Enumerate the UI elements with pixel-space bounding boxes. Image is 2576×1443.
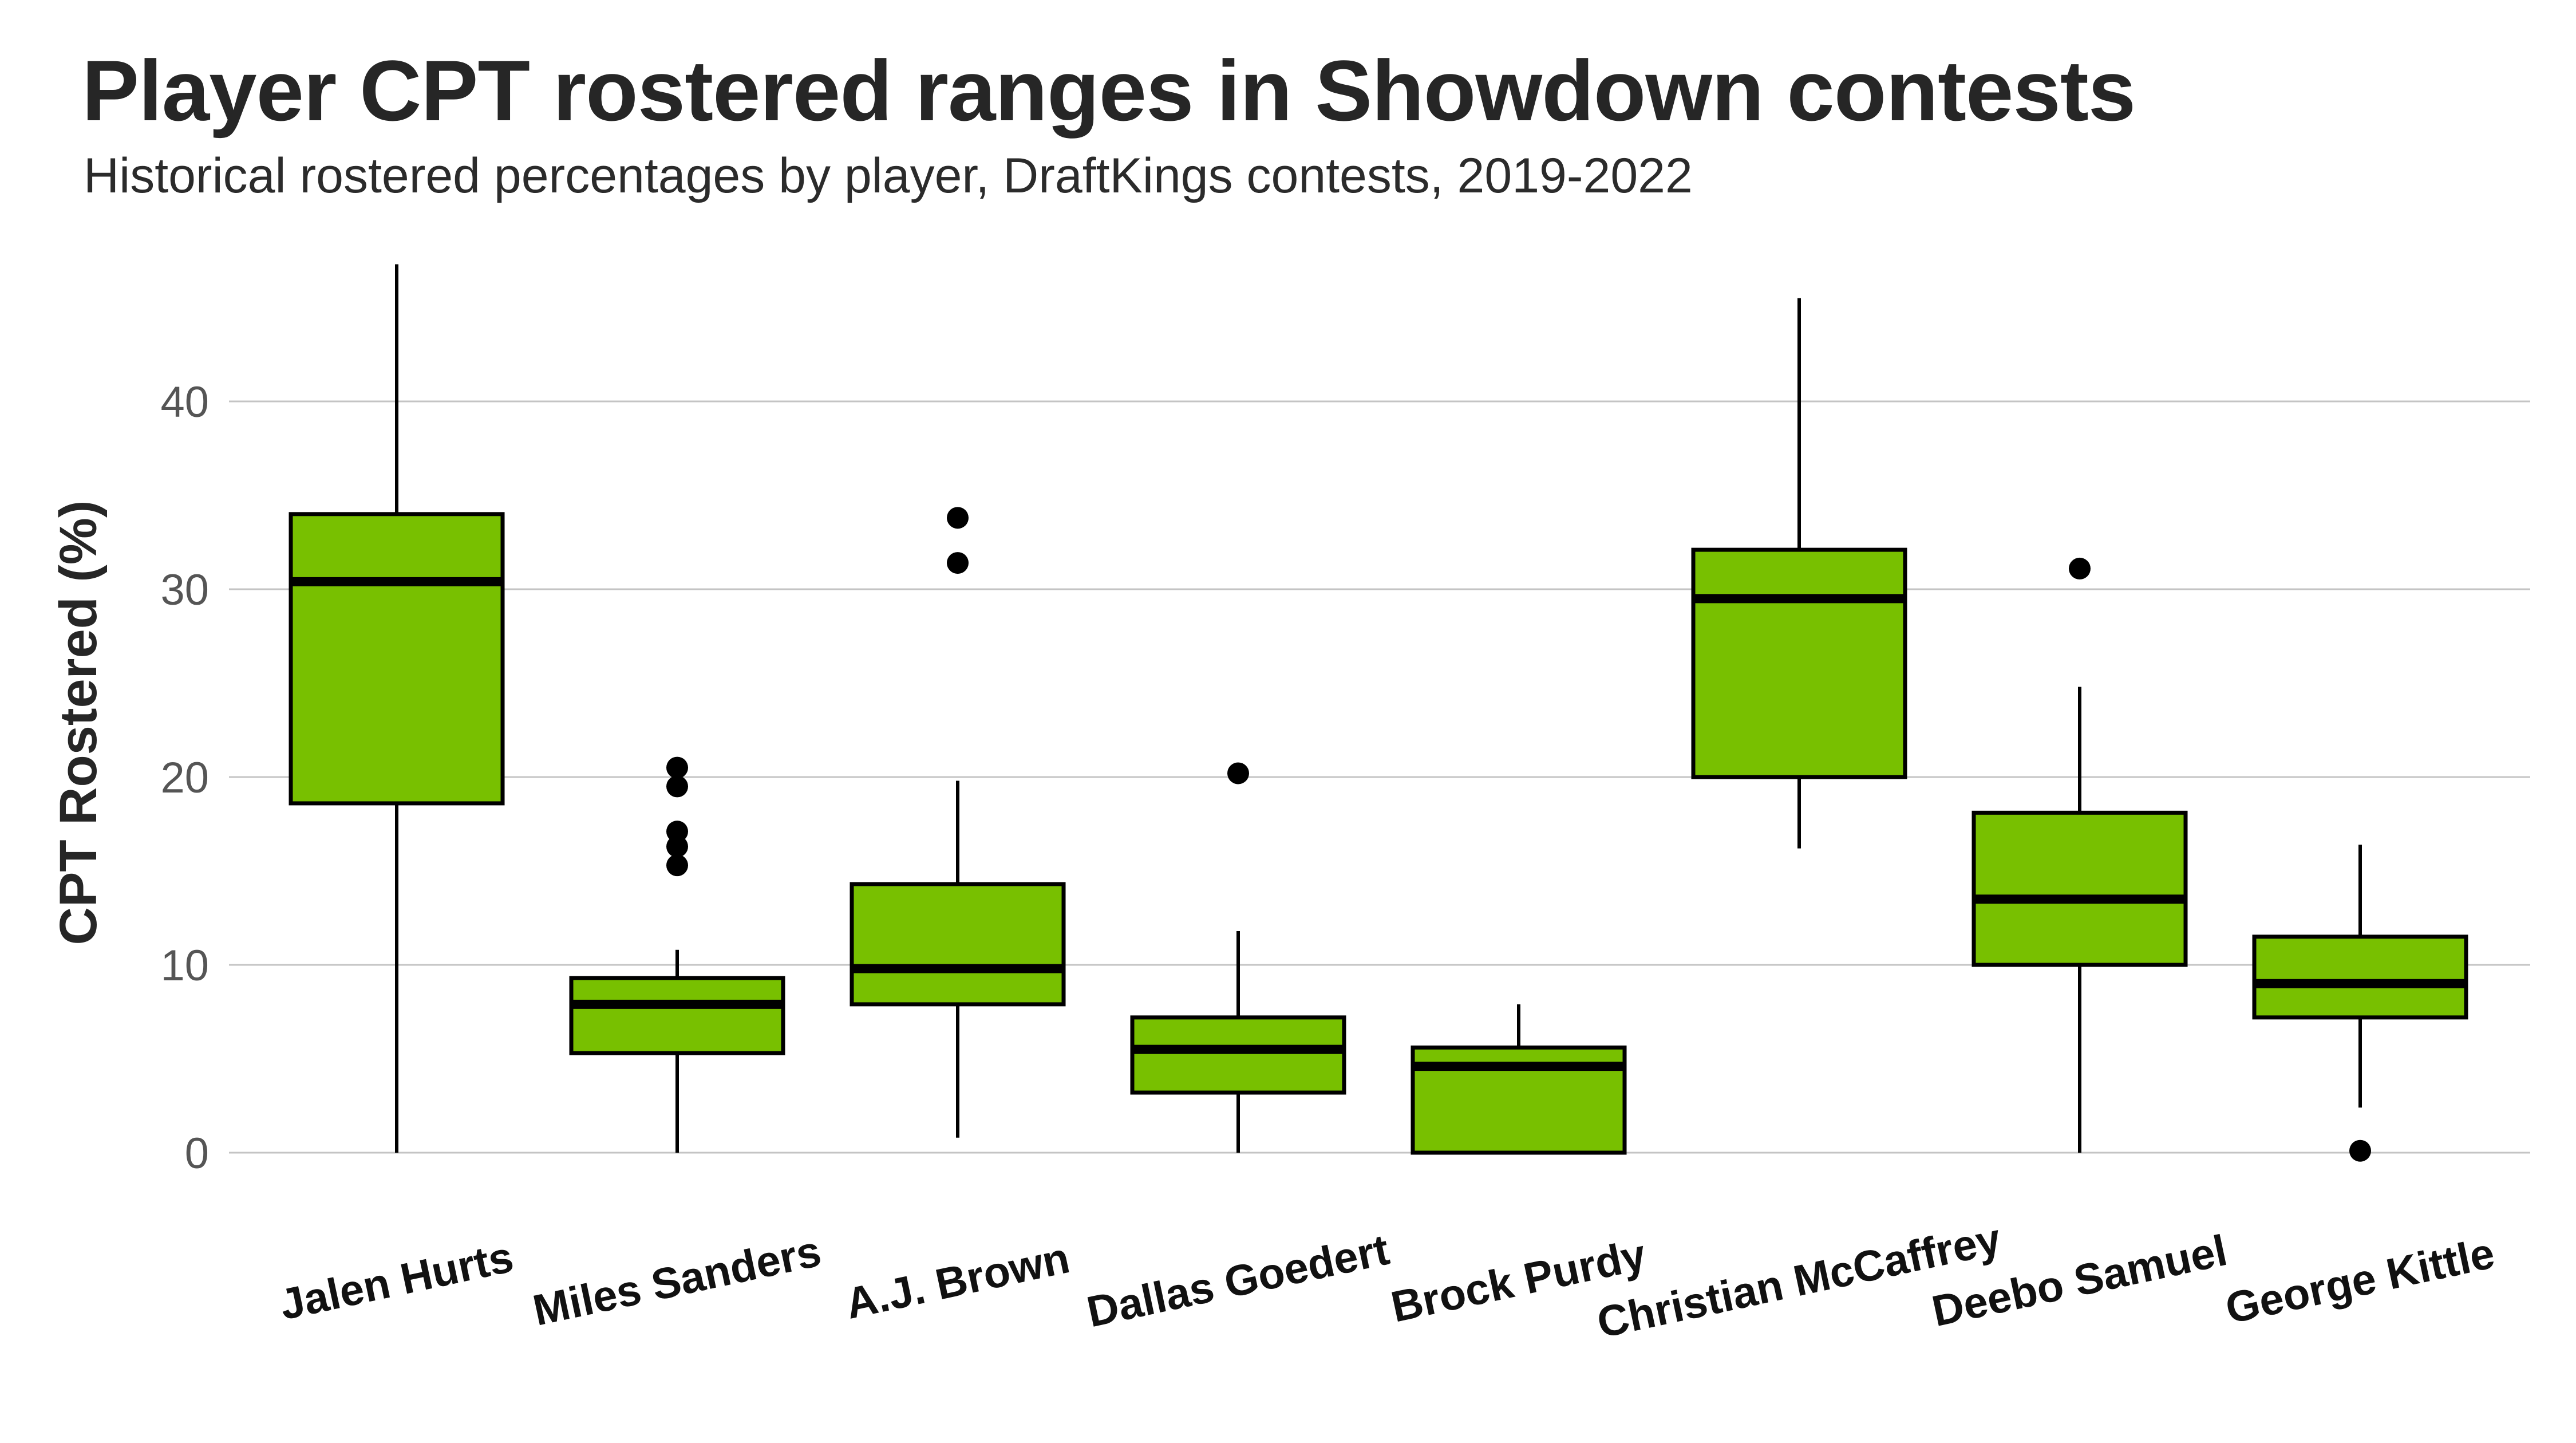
y-tick-label-0: 0 — [185, 1129, 209, 1178]
box-george-kittle — [2252, 845, 2468, 1162]
chart-subtitle: Historical rostered percentages by playe… — [84, 148, 1693, 203]
x-label-george-kittle: George Kittle — [2221, 1229, 2498, 1333]
box-dallas-goedert — [1130, 762, 1346, 1153]
iqr-box-jalen-hurts — [289, 512, 505, 806]
y-axis-title: CPT Rostered (%) — [49, 500, 108, 945]
outlier-point-a-j-brown-0 — [947, 552, 969, 574]
box-brock-purdy — [1411, 1004, 1627, 1155]
outlier-point-miles-sanders-0 — [666, 854, 688, 877]
x-label-a-j-brown: A.J. Brown — [841, 1233, 1074, 1328]
outlier-point-a-j-brown-1 — [947, 507, 969, 529]
x-category-labels: Jalen Hurts Miles Sanders A.J. Brown Dallas… — [275, 1215, 2498, 1347]
outlier-point-miles-sanders-4 — [666, 756, 688, 779]
box-christian-mccaffrey — [1691, 298, 1907, 849]
box-a-j-brown — [850, 507, 1066, 1138]
y-tick-label-20: 20 — [160, 754, 209, 802]
iqr-box-george-kittle — [2252, 935, 2468, 1020]
outlier-point-george-kittle-0 — [2349, 1140, 2371, 1162]
y-tick-labels: 0 10 20 30 40 — [160, 378, 209, 1178]
iqr-box-miles-sanders — [569, 976, 785, 1055]
outlier-point-miles-sanders-2 — [666, 821, 688, 843]
y-tick-label-10: 10 — [160, 941, 209, 990]
outlier-point-dallas-goedert-0 — [1227, 762, 1249, 784]
x-label-dallas-goedert: Dallas Goedert — [1083, 1225, 1393, 1337]
x-label-jalen-hurts: Jalen Hurts — [275, 1232, 517, 1329]
y-tick-label-40: 40 — [160, 378, 209, 427]
boxes — [289, 264, 2468, 1162]
outlier-point-deebo-samuel-0 — [2069, 557, 2091, 579]
iqr-box-deebo-samuel — [1971, 810, 2188, 967]
box-jalen-hurts — [289, 264, 505, 1153]
outlier-point-miles-sanders-3 — [666, 775, 688, 798]
iqr-box-christian-mccaffrey — [1691, 547, 1907, 779]
box-miles-sanders — [569, 756, 785, 1153]
x-label-miles-sanders: Miles Sanders — [529, 1227, 825, 1335]
iqr-box-dallas-goedert — [1130, 1015, 1346, 1095]
box-deebo-samuel — [1971, 557, 2188, 1153]
y-tick-label-30: 30 — [160, 566, 209, 614]
chart-title: Player CPT rostered ranges in Showdown c… — [82, 42, 2136, 139]
outlier-point-miles-sanders-1 — [666, 835, 688, 858]
iqr-box-a-j-brown — [850, 882, 1066, 1007]
